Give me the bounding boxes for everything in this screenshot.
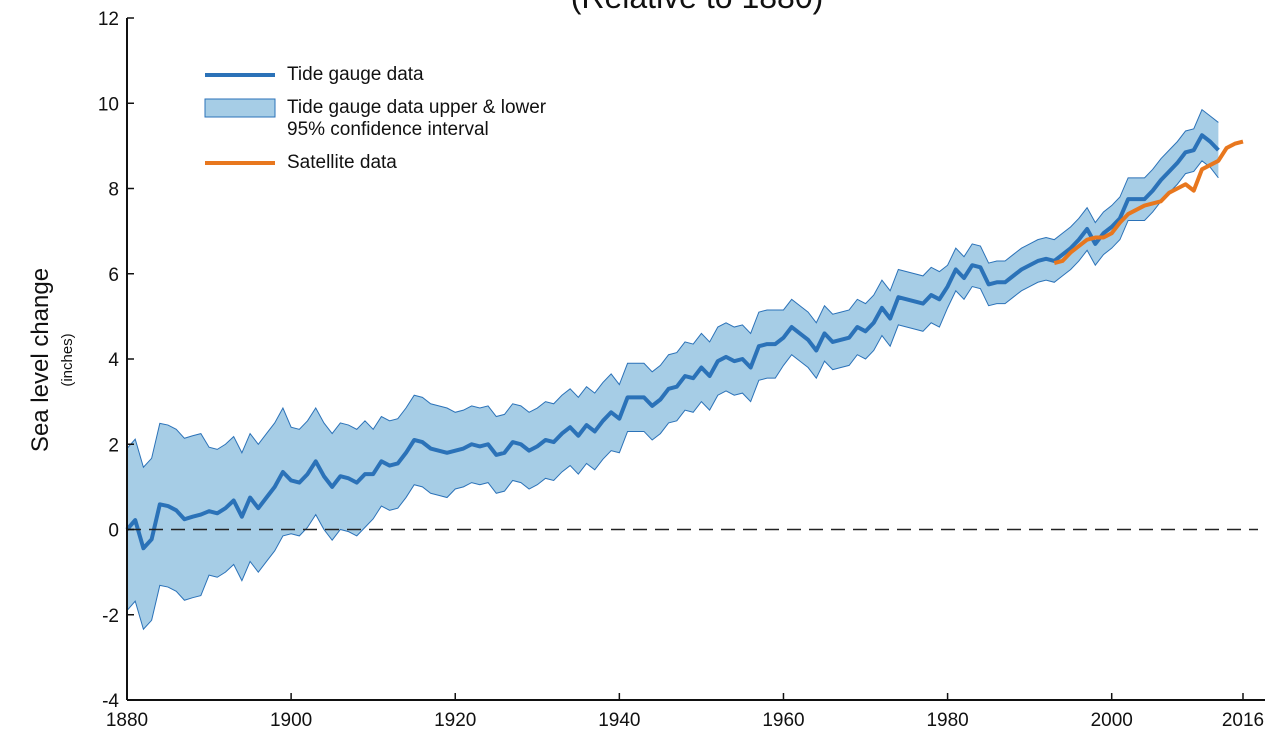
x-tick-label: 1940 [598, 710, 640, 731]
y-tick-label: 0 [108, 521, 119, 542]
legend-swatch [204, 98, 276, 118]
confidence-band [127, 109, 1219, 630]
x-tick-label: 2016 [1222, 710, 1264, 731]
y-tick-label: 6 [108, 265, 119, 286]
x-tick-label: 1960 [762, 710, 804, 731]
legend-label: Tide gauge data [287, 64, 424, 85]
x-tick-label: 1900 [270, 710, 312, 731]
band-edge [126, 160, 1219, 631]
y-tick-label: -2 [102, 606, 119, 627]
series-line [1053, 139, 1244, 266]
y-tick-label: 12 [98, 9, 119, 30]
x-tick-label: 1980 [926, 710, 968, 731]
x-tick-label: 2000 [1091, 710, 1133, 731]
y-tick-label: -4 [102, 691, 119, 712]
y-axis-label: Sea level change [27, 268, 54, 452]
y-tick-label: 2 [108, 435, 119, 456]
legend-label: Satellite data [287, 152, 397, 173]
series-line [125, 133, 1220, 551]
y-tick-label: 8 [108, 180, 119, 201]
y-tick-label: 10 [98, 94, 119, 115]
legend-swatch [205, 73, 275, 77]
band-edge [126, 108, 1219, 469]
y-tick-label: 4 [108, 350, 119, 371]
legend-swatch [205, 161, 275, 165]
chart-subtitle: (Relative to 1880) [571, 0, 824, 15]
legend-label: Tide gauge data upper & lower 95% confid… [287, 97, 547, 140]
x-tick-label: 1920 [434, 710, 476, 731]
x-tick-label: 1880 [106, 710, 148, 731]
y-axis-unit: (inches) [59, 333, 76, 386]
